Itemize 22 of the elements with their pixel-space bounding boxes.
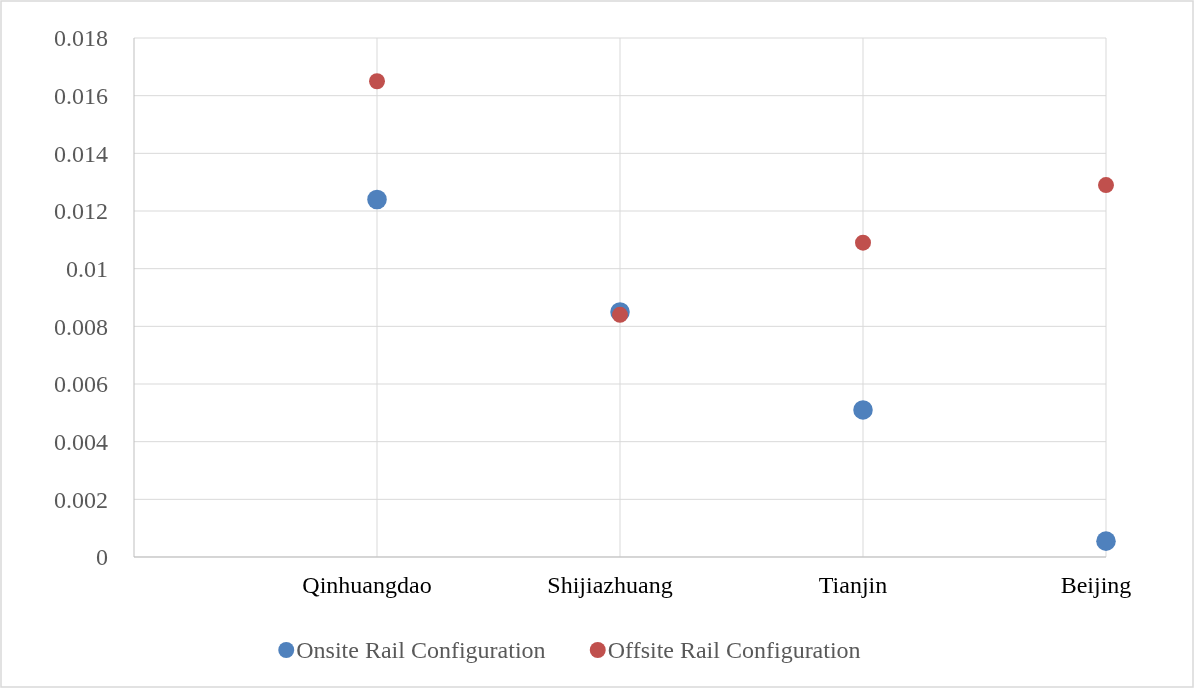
point — [853, 400, 873, 420]
y-tick-label: 0.002 — [54, 486, 108, 513]
x-tick-label: Shijiazhuang — [547, 572, 673, 598]
y-tick-label: 0.016 — [54, 83, 108, 110]
y-tick-label: 0 — [96, 544, 108, 571]
point — [369, 73, 385, 90]
y-tick-label: 0.006 — [54, 371, 108, 398]
y-tick-label: 0.018 — [54, 25, 108, 52]
y-tick-label: 0.008 — [54, 313, 108, 340]
x-tick-label: Qinhuangdao — [302, 572, 432, 598]
legend-label: Offsite Rail Configuration — [607, 637, 861, 664]
point — [1098, 177, 1114, 194]
x-tick-label: Tianjin — [818, 572, 888, 598]
x-tick-label: Beijing — [1060, 572, 1132, 598]
y-tick-label: 0.014 — [54, 140, 108, 167]
point — [1096, 531, 1116, 551]
legend-label: Onsite Rail Configuration — [296, 637, 546, 664]
point — [855, 234, 871, 251]
y-tick-label: 0.01 — [66, 256, 108, 283]
y-tick-label: 0.004 — [54, 429, 108, 456]
y-tick-label: 0.012 — [54, 198, 108, 225]
point — [367, 189, 387, 210]
